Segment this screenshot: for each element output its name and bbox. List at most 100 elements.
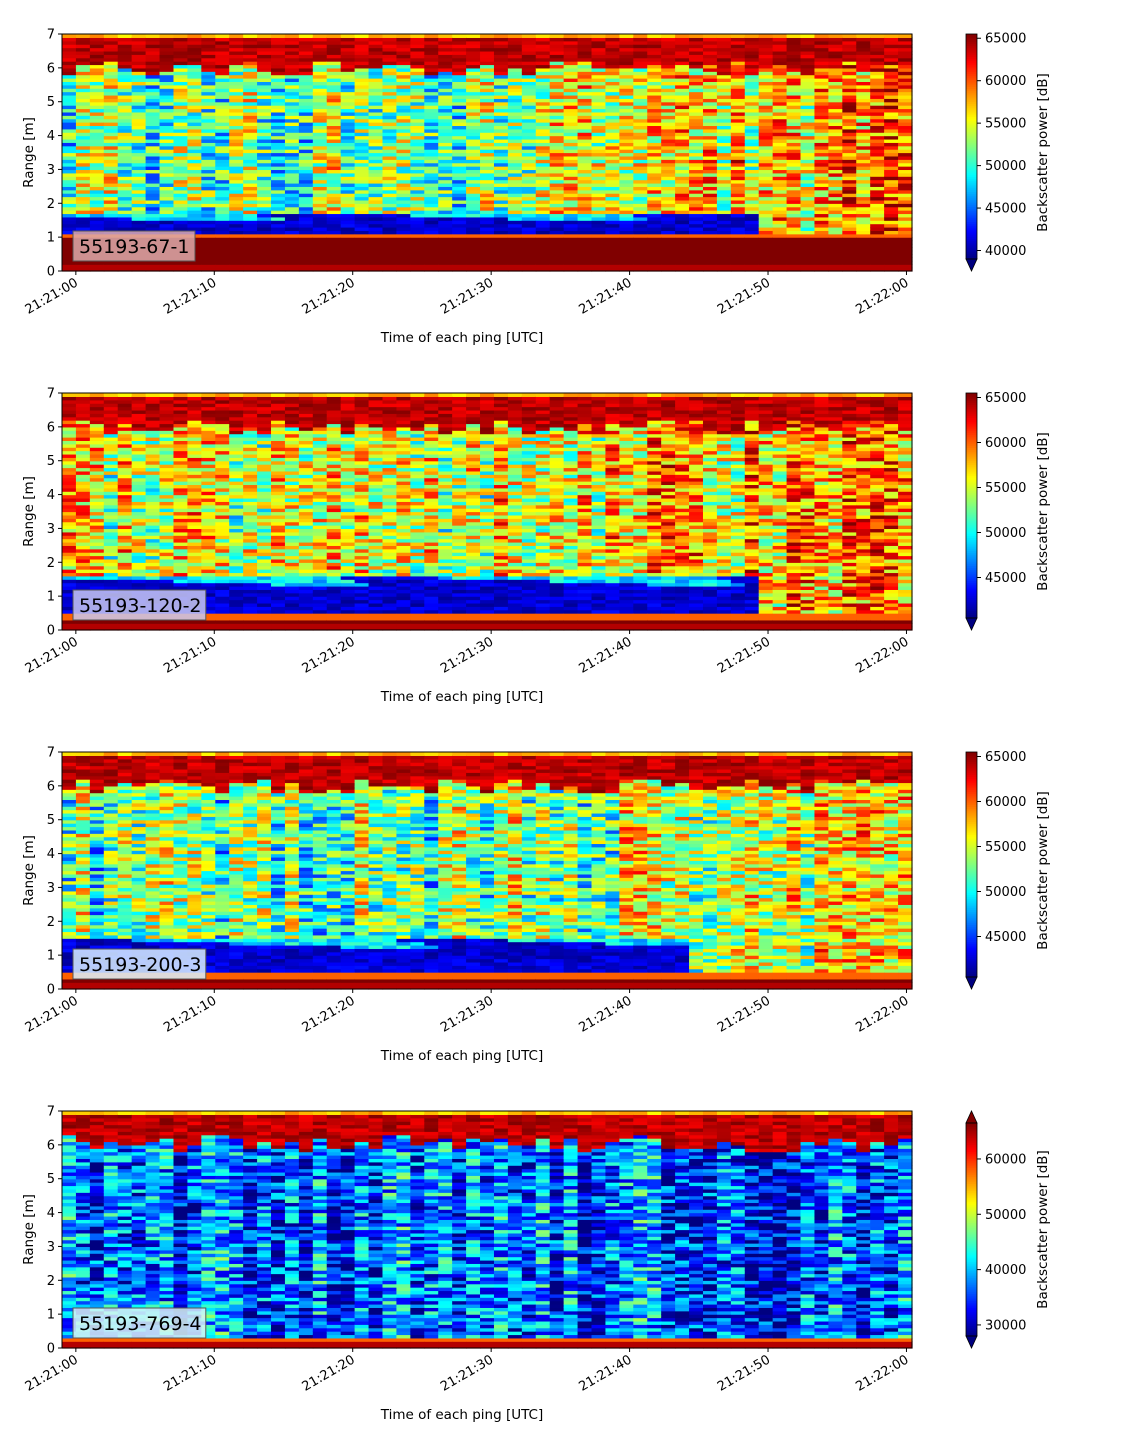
heatmap-cell [284,105,300,110]
heatmap-cell [215,74,230,79]
heatmap-cell [772,44,788,49]
heatmap-cell [103,565,119,570]
heatmap-cell [159,125,175,130]
heatmap-cell [842,142,857,147]
heatmap-cell [312,169,328,174]
heatmap-cell [591,149,607,154]
heatmap-cell [103,464,119,469]
heatmap-cell [62,122,77,127]
heatmap-cell [466,243,481,248]
heatmap-cell [605,162,620,167]
heatmap-cell [173,128,189,133]
heatmap-cell [75,453,91,458]
heatmap-cell [591,54,607,59]
heatmap-cell [786,108,802,113]
heatmap-cell [898,78,913,82]
heatmap-cell [689,210,704,215]
heatmap-cell [145,409,161,414]
heatmap-cell [424,78,439,82]
heatmap-cell [89,545,105,550]
heatmap-cell [159,206,175,211]
heatmap-cell [159,477,175,482]
heatmap-cell [382,40,398,45]
heatmap-cell [298,142,314,147]
heatmap-cell [340,81,356,86]
heatmap-cell [326,149,342,154]
heatmap-cell [201,152,216,157]
heatmap-cell [814,260,829,265]
heatmap-cell [772,34,788,38]
heatmap-cell [800,237,816,242]
heatmap-cell [480,44,495,49]
colorbar-swatch [966,238,977,241]
heatmap-cell [410,142,425,147]
heatmap-cell [730,193,746,198]
heatmap-cell [424,169,439,174]
heatmap-cell [159,71,175,76]
heatmap-cell [605,135,620,140]
heatmap-cell [117,426,133,431]
heatmap-cell [284,37,300,42]
heatmap-cell [577,247,593,252]
x-tick-label: 21:21:20 [300,275,358,317]
heatmap-cell [591,132,607,137]
heatmap-cell [605,182,620,187]
heatmap-cell [744,172,760,177]
heatmap-cell [438,254,453,259]
heatmap-cell [786,216,802,221]
heatmap-cell [535,226,551,231]
heatmap-cell [173,64,189,69]
heatmap-cell [257,81,272,86]
heatmap-cell [326,37,342,42]
heatmap-cell [271,61,286,66]
heatmap-cell [758,199,774,204]
heatmap-cell [842,98,857,103]
heatmap-cell [298,91,314,96]
heatmap-cell [271,264,286,269]
heatmap-cell [633,145,648,150]
heatmap-cell [480,105,495,110]
heatmap-cell [187,128,202,133]
heatmap-cell [271,247,286,252]
heatmap-cell [312,230,328,235]
heatmap-cell [493,166,509,171]
heatmap-cell [312,176,328,181]
heatmap-cell [898,189,913,194]
heatmap-cell [689,176,704,181]
heatmap-cell [814,145,829,150]
heatmap-cell [215,220,230,225]
heatmap-cell [62,74,77,79]
heatmap-cell [75,406,91,411]
heatmap-cell [243,47,258,52]
heatmap-cell [103,626,119,631]
heatmap-cell [62,34,77,38]
heatmap-cell [187,57,202,62]
heatmap-cell [229,267,244,272]
heatmap-cell [535,74,551,79]
heatmap-cell [201,44,216,49]
colorbar-swatch [966,35,977,39]
heatmap-cell [312,189,328,194]
heatmap-cell [215,193,230,198]
heatmap-cell [145,514,161,519]
heatmap-cell [842,101,857,106]
heatmap-cell [424,105,439,110]
heatmap-cell [814,91,829,96]
heatmap-cell [466,37,481,42]
heatmap-cell [814,84,829,89]
heatmap-cell [131,98,147,103]
heatmap-cell [647,216,662,221]
heatmap-cell [786,247,802,252]
heatmap-cell [117,403,133,408]
heatmap-cell [744,98,760,103]
heatmap-cell [591,74,607,79]
heatmap-cell [675,264,690,269]
heatmap-cell [898,210,913,215]
heatmap-cell [702,71,718,76]
heatmap-cell [145,575,161,580]
heatmap-cell [507,67,523,72]
heatmap-cell [62,213,77,218]
heatmap-cell [452,267,467,272]
heatmap-cell [870,108,885,113]
heatmap-cell [591,226,607,231]
